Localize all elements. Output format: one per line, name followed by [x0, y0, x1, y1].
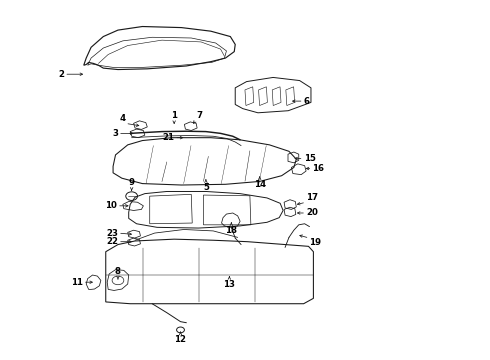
Text: 19: 19 [310, 238, 321, 247]
Text: 20: 20 [306, 208, 318, 217]
Text: 9: 9 [129, 178, 135, 187]
Text: 17: 17 [306, 193, 318, 202]
Text: 6: 6 [304, 96, 310, 105]
Text: 5: 5 [203, 183, 209, 192]
Text: 11: 11 [71, 278, 83, 287]
Text: 12: 12 [174, 335, 187, 344]
Text: 18: 18 [225, 226, 237, 235]
Text: 22: 22 [106, 237, 118, 246]
Text: 14: 14 [254, 180, 266, 189]
Text: 21: 21 [162, 133, 174, 142]
Text: 3: 3 [112, 129, 118, 138]
Text: 4: 4 [119, 114, 125, 123]
Text: 13: 13 [223, 280, 235, 289]
Text: 10: 10 [105, 201, 117, 210]
Text: 23: 23 [106, 229, 118, 238]
Text: 2: 2 [58, 70, 64, 79]
Text: 7: 7 [196, 111, 202, 120]
Text: 16: 16 [313, 164, 324, 173]
Text: 8: 8 [115, 267, 121, 276]
Text: 15: 15 [304, 154, 316, 163]
Text: 1: 1 [171, 111, 177, 120]
